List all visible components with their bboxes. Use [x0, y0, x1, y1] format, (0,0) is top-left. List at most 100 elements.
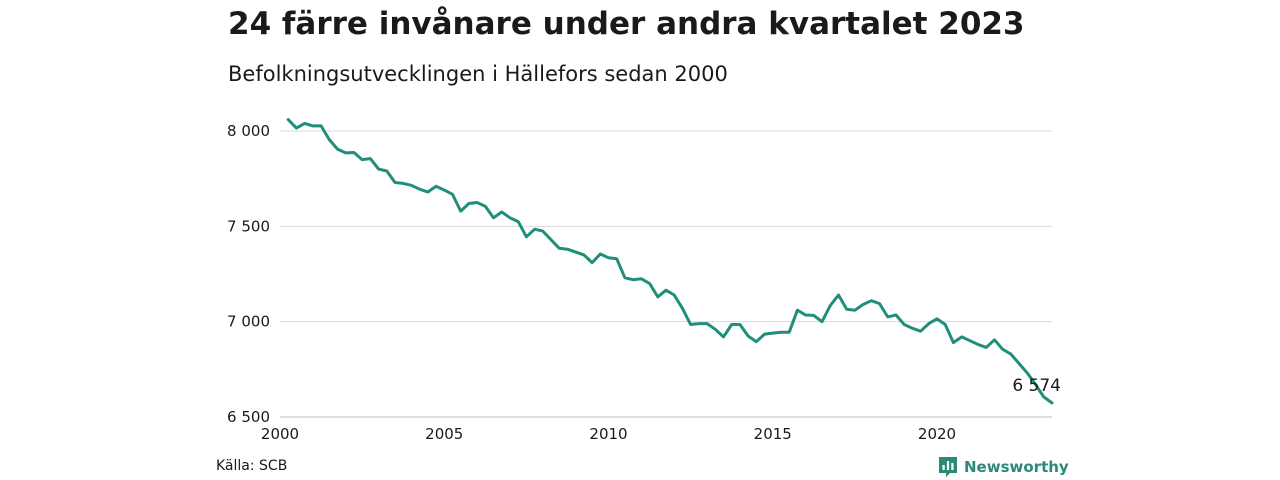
chart-subtitle: Befolkningsutvecklingen i Hällefors seda…	[228, 62, 728, 86]
data-point	[657, 296, 659, 298]
data-point	[345, 152, 347, 154]
data-point	[550, 239, 552, 241]
data-point	[689, 323, 691, 325]
data-point	[484, 205, 486, 207]
data-point	[616, 258, 618, 260]
data-point	[681, 307, 683, 309]
data-point	[632, 279, 634, 281]
data-labels: 6 574	[1012, 376, 1061, 396]
data-point	[533, 228, 535, 230]
data-point	[837, 294, 839, 296]
data-point	[468, 202, 470, 204]
gridlines	[280, 130, 1052, 418]
data-point	[443, 189, 445, 191]
end-value-label: 6 574	[1012, 376, 1061, 396]
data-point	[969, 340, 971, 342]
data-point	[435, 185, 437, 187]
data-point	[698, 322, 700, 324]
data-point	[542, 230, 544, 232]
data-point	[566, 248, 568, 250]
data-point	[328, 138, 330, 140]
data-point	[961, 336, 963, 338]
data-point	[394, 181, 396, 183]
y-tick-label: 7 000	[227, 313, 270, 331]
x-tick-label: 2000	[261, 425, 299, 443]
data-point	[353, 151, 355, 153]
data-point	[993, 339, 995, 341]
data-point	[501, 211, 503, 213]
data-point	[936, 318, 938, 320]
data-point	[607, 257, 609, 259]
data-point	[903, 323, 905, 325]
data-point	[739, 323, 741, 325]
data-point	[772, 332, 774, 334]
data-point	[977, 343, 979, 345]
data-point	[591, 261, 593, 263]
data-point	[361, 158, 363, 160]
x-tick-label: 2010	[589, 425, 627, 443]
y-tick-label: 6 500	[227, 408, 270, 426]
data-point	[944, 323, 946, 325]
data-point	[862, 303, 864, 305]
data-point	[706, 322, 708, 324]
data-point	[640, 278, 642, 280]
brand-logo: Newsworthy	[938, 456, 1069, 478]
data-point	[295, 127, 297, 129]
series-layer	[286, 118, 1054, 405]
data-point	[763, 333, 765, 335]
data-point	[583, 254, 585, 256]
data-point	[369, 157, 371, 159]
data-point	[911, 327, 913, 329]
data-point	[919, 330, 921, 332]
data-point	[796, 309, 798, 311]
data-point	[854, 309, 856, 311]
data-point	[747, 335, 749, 337]
data-point	[303, 122, 305, 124]
data-point	[829, 304, 831, 306]
data-point	[624, 277, 626, 279]
data-point	[887, 316, 889, 318]
data-point	[813, 314, 815, 316]
data-point	[312, 125, 314, 127]
data-point	[1010, 353, 1012, 355]
data-point	[1043, 396, 1045, 398]
data-point	[895, 314, 897, 316]
chart-logo-icon	[939, 457, 957, 477]
x-tick-label: 2020	[918, 425, 956, 443]
data-point	[780, 331, 782, 333]
data-point	[517, 220, 519, 222]
data-point	[804, 314, 806, 316]
data-point	[418, 188, 420, 190]
data-point	[377, 168, 379, 170]
data-point	[451, 193, 453, 195]
data-point	[1051, 402, 1053, 404]
y-tick-label: 7 500	[227, 217, 270, 235]
data-point	[665, 289, 667, 291]
data-point	[878, 302, 880, 304]
data-point	[410, 184, 412, 186]
data-point	[870, 300, 872, 302]
x-tick-label: 2005	[425, 425, 463, 443]
data-point	[1026, 372, 1028, 374]
data-point	[575, 251, 577, 253]
data-point	[509, 217, 511, 219]
brand-name: Newsworthy	[964, 458, 1069, 476]
data-point	[525, 236, 527, 238]
data-point	[952, 341, 954, 343]
data-point	[985, 346, 987, 348]
data-point	[648, 282, 650, 284]
data-point	[460, 210, 462, 212]
data-point	[287, 118, 289, 120]
data-point	[558, 247, 560, 249]
data-point	[386, 170, 388, 172]
axes: 6 500 7 000 7 500 8 000 2000 2005 2010 2015 2020	[227, 122, 956, 443]
source-note: Källa: SCB	[216, 458, 288, 474]
data-point	[788, 331, 790, 333]
data-point	[1018, 362, 1020, 364]
data-point	[320, 125, 322, 127]
data-point	[673, 294, 675, 296]
x-tick-label: 2015	[754, 425, 792, 443]
data-point	[1002, 348, 1004, 350]
data-point	[427, 191, 429, 193]
data-point	[492, 217, 494, 219]
